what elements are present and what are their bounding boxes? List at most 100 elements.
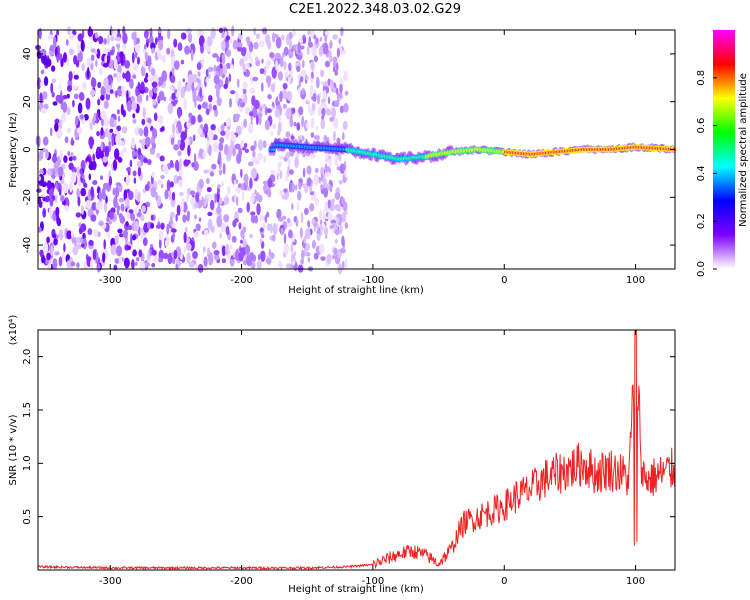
spectrogram-noise-cell <box>184 226 188 233</box>
spectrogram-noise-cell <box>151 81 158 88</box>
spectrogram-noise-cell <box>203 256 208 268</box>
spectrogram-noise-cell <box>240 183 245 191</box>
spectrogram-noise-cell <box>212 141 219 153</box>
spectrogram-noise-cell <box>339 163 345 174</box>
spectrogram-noise-cell <box>341 197 345 205</box>
spectrogram-noise-cell <box>157 179 163 186</box>
spectrogram-noise-cell <box>173 144 180 151</box>
spectrogram-noise-cell <box>195 223 201 232</box>
spectrogram-noise-cell <box>309 90 314 99</box>
spectrogram-noise-cell <box>136 94 143 103</box>
spectrogram-noise-cell <box>331 254 337 260</box>
spectrogram-noise-cell <box>127 245 131 250</box>
spectrogram-noise-cell <box>131 259 135 270</box>
spectrogram-noise-cell <box>90 259 94 270</box>
spectrogram-noise-cell <box>330 198 336 204</box>
spectrogram-noise-cell <box>59 149 63 161</box>
spectrogram-noise-cell <box>290 135 295 140</box>
spectrogram-noise-cell <box>88 239 94 246</box>
spectrogram-noise-cell <box>313 226 317 232</box>
spectrogram-noise-cell <box>130 137 136 149</box>
spectrogram-noise-cell <box>281 194 288 200</box>
spectrogram-noise-cell <box>86 161 90 167</box>
spectrogram-noise-cell <box>50 244 54 257</box>
spectrogram-noise-cell <box>207 218 213 230</box>
spectrogram-noise-cell <box>100 175 103 180</box>
spectrogram-noise-cell <box>288 31 293 40</box>
spectrogram-noise-cell <box>287 158 291 167</box>
spectrogram-noise-cell <box>344 258 348 270</box>
spectrogram-noise-cell <box>158 238 162 249</box>
spectrogram-noise-cell <box>332 87 336 93</box>
spectrogram-noise-cell <box>328 159 332 169</box>
spectrogram-noise-cell <box>136 192 141 203</box>
spectrogram-noise-cell <box>36 188 42 193</box>
spectrogram-noise-cell <box>120 150 124 159</box>
spectrogram-noise-cell <box>287 217 291 224</box>
spectrogram-noise-cell <box>95 112 99 125</box>
spectrogram-noise-cell <box>151 171 155 178</box>
spectrogram-noise-cell <box>72 99 75 108</box>
spectrogram-noise-cell <box>86 57 92 69</box>
spectrogram-noise-cell <box>52 258 58 270</box>
spectrogram-noise-cell <box>221 53 226 65</box>
spectrogram-noise-cell <box>167 102 174 115</box>
spectrogram-noise-cell <box>279 170 283 179</box>
spectrogram-noise-cell <box>140 231 144 243</box>
spectrogram-noise-cell <box>287 76 292 84</box>
spectrogram-noise-cell <box>46 180 52 190</box>
spectrogram-noise-cell <box>225 41 230 49</box>
spectrogram-noise-cell <box>180 86 186 99</box>
spectrogram-noise-cell <box>157 114 164 125</box>
spectrogram-noise-cell <box>206 187 212 193</box>
spectrogram-noise-cell <box>309 203 315 212</box>
spectrogram-noise-cell <box>137 147 142 155</box>
spectrogram-noise-cell <box>259 40 265 48</box>
spectrogram-noise-cell <box>92 160 97 171</box>
spectrogram-noise-cell <box>72 85 77 90</box>
spectrogram-noise-cell <box>158 249 165 261</box>
spectrogram-noise-cell <box>332 117 339 129</box>
spectrogram-noise-cell <box>263 183 267 194</box>
spectrogram-noise-cell <box>92 153 96 162</box>
spectrogram-noise-cell <box>174 159 180 172</box>
spectrogram-noise-cell <box>196 77 200 84</box>
snr-x-label: Height of straight line (km) <box>288 584 424 595</box>
spectrogram-noise-cell <box>192 134 196 142</box>
spectrogram-noise-cell <box>301 60 305 68</box>
spectrogram-noise-cell <box>58 229 64 241</box>
spectrogram-noise-cell <box>183 98 187 111</box>
spectrogram-noise-cell <box>317 94 320 105</box>
spectrogram-noise-cell <box>304 207 309 215</box>
spectrogram-noise-cell <box>320 69 325 77</box>
spectrogram-noise-cell <box>134 43 141 54</box>
spectrogram-noise-cell <box>248 161 254 167</box>
spectrogram-noise-cell <box>139 128 144 137</box>
spectrogram-noise-cell <box>85 199 91 209</box>
spectrogram-noise-cell <box>330 219 337 224</box>
spectrogram-noise-cell <box>61 251 65 261</box>
snr-x-tick-label: -200 <box>230 576 253 587</box>
spectrogram-noise-cell <box>132 113 136 119</box>
spectrogram-noise-cell <box>132 234 137 241</box>
spectrogram-noise-cell <box>80 188 87 197</box>
spectrogram-noise-cell <box>216 97 222 106</box>
spectrogram-noise-cell <box>186 214 190 222</box>
spectrogram-noise-cell <box>297 190 302 201</box>
spectrogram-noise-cell <box>249 195 255 203</box>
spectrogram-noise-cell <box>140 65 146 77</box>
spectrogram-noise-cell <box>272 32 276 43</box>
spectrogram-noise-cell <box>107 34 110 46</box>
spectrogram-noise-cell <box>92 180 98 186</box>
spectrogram-noise-cell <box>96 130 100 137</box>
spectrogram-noise-cell <box>135 37 140 44</box>
spectrogram-noise-cell <box>236 78 240 88</box>
spectrogram-noise-cell <box>82 232 86 240</box>
spectrogram-noise-cell <box>158 39 164 51</box>
spectrogram-noise-cell <box>240 239 243 244</box>
spectrogram-noise-cell <box>68 71 73 82</box>
spectrogram-noise-cell <box>94 32 99 39</box>
spectrogram-noise-cell <box>54 122 59 132</box>
spectrogram-noise-cell <box>142 237 148 247</box>
spectrogram-noise-cell <box>305 122 309 129</box>
